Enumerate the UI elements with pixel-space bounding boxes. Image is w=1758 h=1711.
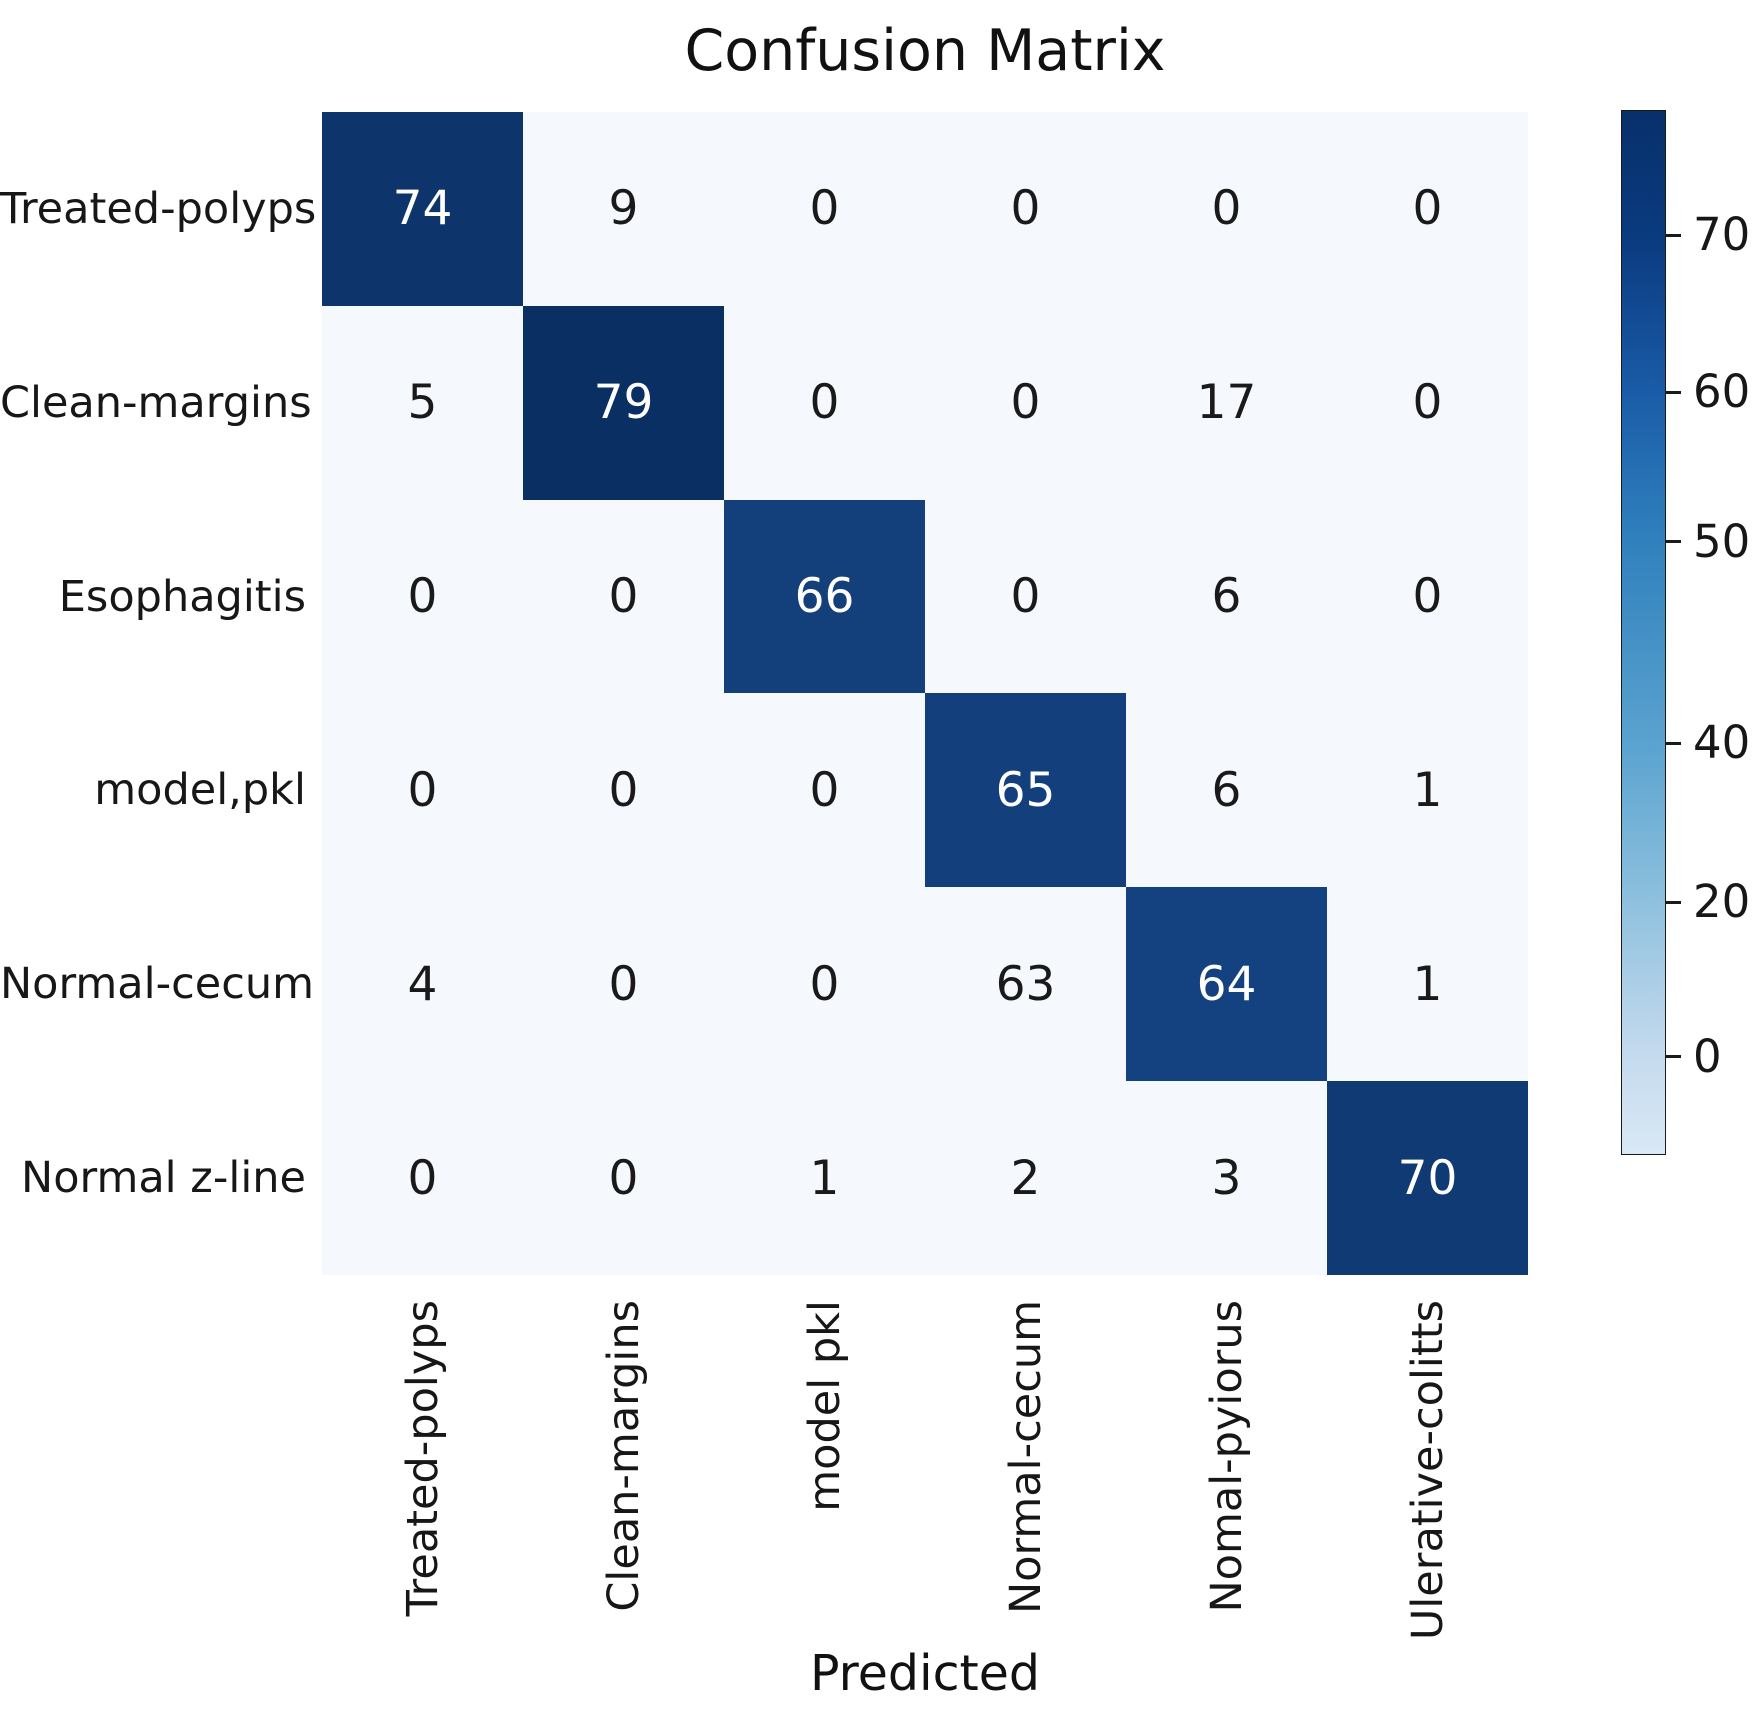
colorbar-tick-label: 0 [1693, 1029, 1722, 1083]
matrix-cell: 0 [724, 887, 925, 1082]
matrix-cell: 74 [322, 112, 523, 306]
matrix-cell: 1 [1327, 887, 1528, 1082]
matrix-cell: 0 [523, 887, 724, 1082]
matrix-cell: 3 [1126, 1081, 1327, 1275]
matrix-cell: 0 [724, 305, 925, 500]
matrix-cell: 5 [322, 305, 523, 500]
matrix-cell: 17 [1126, 305, 1327, 500]
y-tick-label: model,pkl [94, 765, 306, 816]
colorbar-tick-mark [1666, 1055, 1681, 1059]
matrix-cell: 0 [724, 693, 925, 888]
y-axis-tick-labels: Treated-polyps Clean-margins Esophagitis mo… [0, 112, 317, 1275]
chart-title: Confusion Matrix [684, 18, 1166, 84]
matrix-cell: 0 [925, 499, 1126, 694]
matrix-cell: 1 [1327, 693, 1528, 888]
matrix-cell: 0 [925, 112, 1126, 306]
matrix-cell: 6 [1126, 693, 1327, 888]
colorbar-tick-mark [1666, 900, 1681, 904]
x-tick-label: model pkl [799, 1300, 850, 1512]
matrix-cell: 70 [1327, 1081, 1528, 1275]
colorbar-tick-label: 60 [1693, 365, 1751, 419]
colorbar-tick-label: 50 [1693, 514, 1751, 568]
colorbar-tick-label: 70 [1693, 208, 1751, 262]
x-axis-title: Predicted [809, 1645, 1041, 1702]
y-tick-label: Clean-margins [0, 377, 312, 428]
matrix-cell: 0 [523, 693, 724, 888]
colorbar-tick-mark [1666, 390, 1681, 394]
matrix-cell: 0 [1327, 112, 1528, 306]
matrix-cell: 0 [925, 305, 1126, 500]
matrix-cell: 0 [1327, 499, 1528, 694]
matrix-cell: 0 [322, 1081, 523, 1275]
matrix-cell: 6 [1126, 499, 1327, 694]
matrix-cell: 66 [724, 499, 925, 694]
matrix-cell: 0 [322, 693, 523, 888]
colorbar-gradient [1621, 110, 1666, 1155]
matrix-cell: 9 [523, 112, 724, 306]
colorbar-tick-label: 40 [1693, 716, 1751, 770]
matrix-cell: 0 [322, 499, 523, 694]
colorbar-tick-mark [1666, 233, 1681, 237]
y-tick-label: Treated-polyps [0, 183, 317, 234]
x-tick-label: Ulerative-colitts [1402, 1300, 1453, 1641]
y-tick-label: Esophagitis [58, 571, 306, 622]
colorbar-tick-label: 20 [1693, 875, 1751, 929]
matrix-cell: 0 [523, 1081, 724, 1275]
matrix-cell: 64 [1126, 887, 1327, 1082]
matrix-cell: 79 [523, 305, 724, 500]
x-tick-label: Normal-cecum [1000, 1300, 1051, 1614]
y-tick-label: Normal z-line [21, 1153, 306, 1204]
matrix-cell: 0 [724, 112, 925, 306]
matrix-cell: 65 [925, 693, 1126, 888]
x-tick-label: Clean-margins [598, 1300, 649, 1612]
matrix-cell: 0 [523, 499, 724, 694]
colorbar-tick-mark [1666, 741, 1681, 745]
heatmap-grid: 74 9 0 0 0 0 5 79 0 0 17 0 0 0 66 0 6 0 0 0 0 65 6 1 4 0 0 63 64 1 0 0 1… [322, 112, 1528, 1275]
x-tick-label: Nomal-pyiorus [1201, 1300, 1252, 1613]
matrix-cell: 63 [925, 887, 1126, 1082]
colorbar: 70 60 50 40 20 0 [1621, 110, 1758, 1155]
matrix-cell: 4 [322, 887, 523, 1082]
y-tick-label: Normal-cecum [0, 959, 314, 1010]
matrix-cell: 1 [724, 1081, 925, 1275]
matrix-cell: 0 [1327, 305, 1528, 500]
x-tick-label: Treated-polyps [397, 1300, 448, 1617]
matrix-cell: 0 [1126, 112, 1327, 306]
colorbar-tick-mark [1666, 540, 1681, 544]
matrix-cell: 2 [925, 1081, 1126, 1275]
